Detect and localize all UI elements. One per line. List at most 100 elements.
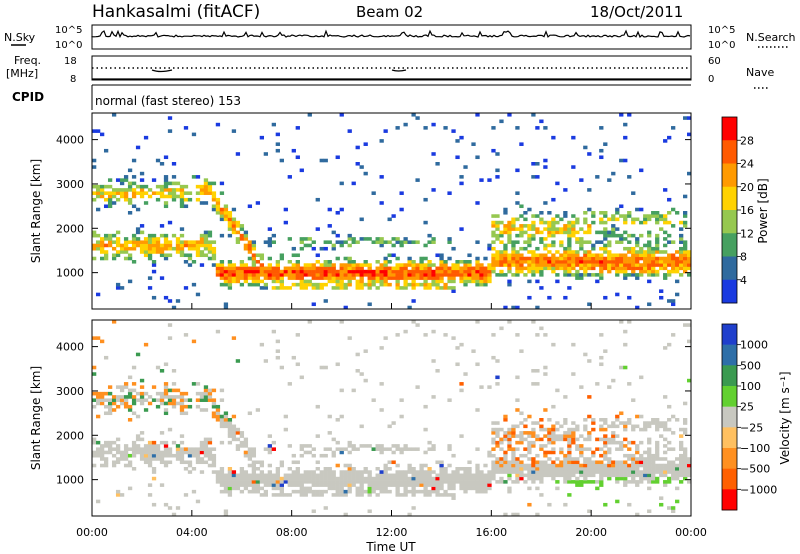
- velocity-cell: [463, 483, 468, 487]
- velocity-cell: [247, 476, 253, 481]
- velocity-cell: [515, 467, 520, 471]
- power-cell: [611, 171, 616, 176]
- velocity-cell: [539, 427, 544, 432]
- velocity-cell: [335, 483, 340, 487]
- velocity-cell: [235, 444, 241, 448]
- velocity-cell: [431, 486, 436, 491]
- velocity-cell: [291, 453, 296, 458]
- power-cell: [95, 233, 101, 238]
- power-cell: [375, 260, 380, 264]
- power-cell: [591, 253, 596, 258]
- power-cell: [499, 269, 504, 274]
- velocity-cell: [267, 480, 272, 484]
- power-cell: [403, 279, 408, 284]
- power-cell: [479, 266, 484, 271]
- velocity-cell: [363, 467, 368, 471]
- velocity-cell: [263, 489, 268, 494]
- velocity-cell: [427, 467, 432, 471]
- velocity-cell: [367, 480, 372, 484]
- velocity-cell: [671, 509, 676, 514]
- velocity-cell: [527, 502, 532, 507]
- power-cell: [631, 253, 636, 258]
- velocity-cell: [579, 450, 584, 455]
- velocity-cell: [527, 457, 532, 461]
- power-cell: [579, 237, 584, 241]
- power-cell: [92, 129, 97, 133]
- power-cell: [247, 240, 253, 244]
- power-cell: [623, 276, 628, 280]
- velocity-cell: [231, 470, 237, 474]
- velocity-cell: [527, 414, 532, 419]
- velocity-cell: [511, 434, 516, 438]
- velocity-cell: [351, 480, 356, 484]
- velocity-cell: [495, 444, 500, 448]
- power-cell: [639, 253, 644, 258]
- power-cell: [515, 273, 520, 277]
- power-cell: [315, 266, 320, 271]
- power-cell: [599, 266, 604, 271]
- velocity-cell: [159, 391, 165, 396]
- power-cell: [311, 286, 316, 290]
- power-cell: [195, 250, 201, 254]
- power-cell: [163, 201, 169, 205]
- velocity-cell: [255, 486, 261, 491]
- power-cell: [167, 299, 173, 303]
- power-cell: [415, 282, 420, 287]
- power-cell: [295, 273, 300, 277]
- power-cell: [419, 263, 424, 267]
- power-cell: [527, 295, 532, 300]
- velocity-cell: [467, 476, 472, 481]
- power-cell: [503, 256, 508, 261]
- power-cell: [443, 282, 448, 287]
- power-cell: [299, 237, 304, 241]
- velocity-cell: [331, 470, 336, 474]
- power-cell: [303, 269, 308, 274]
- power-cell: [435, 282, 440, 287]
- velocity-cell: [435, 493, 440, 497]
- velocity-cell: [611, 463, 616, 468]
- power-cell: [403, 286, 408, 290]
- power-cell: [347, 237, 352, 241]
- power-cell: [583, 230, 588, 235]
- velocity-cell: [135, 450, 141, 455]
- power-cell: [251, 240, 257, 244]
- power-cell: [395, 256, 400, 261]
- power-cell: [191, 282, 197, 287]
- velocity-cell: [427, 447, 432, 451]
- velocity-cell: [407, 489, 412, 494]
- velocity-cell: [147, 463, 153, 468]
- power-cell: [667, 253, 672, 258]
- power-cell: [383, 266, 388, 271]
- velocity-cell: [559, 434, 564, 438]
- power-cell: [611, 217, 616, 222]
- power-cell: [351, 276, 356, 280]
- velocity-cell: [291, 476, 296, 481]
- power-cell: [655, 217, 660, 222]
- velocity-cell: [535, 437, 540, 442]
- power-cell: [515, 263, 520, 267]
- power-cell: [319, 282, 324, 287]
- power-cell: [539, 240, 544, 244]
- velocity-cell: [635, 470, 640, 474]
- power-cell: [459, 266, 464, 271]
- velocity-cell: [547, 418, 552, 422]
- velocity-cell: [495, 463, 500, 468]
- velocity-cell: [615, 424, 620, 429]
- velocity-cell: [199, 460, 205, 465]
- power-cell: [323, 266, 328, 271]
- power-cell: [511, 250, 516, 254]
- velocity-cell: [535, 434, 540, 438]
- power-cell: [327, 224, 332, 228]
- nsky-tick-bottom-right: 10^0: [708, 40, 735, 51]
- power-cell: [295, 269, 300, 274]
- power-cell: [539, 220, 544, 225]
- power-cell: [327, 269, 332, 274]
- power-cell: [163, 184, 169, 189]
- velocity-cell: [163, 453, 169, 458]
- power-cell: [463, 260, 468, 264]
- velocity-cell: [191, 339, 197, 344]
- power-cell: [271, 233, 276, 238]
- power-cell: [231, 217, 237, 222]
- velocity-cell: [351, 476, 356, 481]
- power-cell: [415, 266, 420, 271]
